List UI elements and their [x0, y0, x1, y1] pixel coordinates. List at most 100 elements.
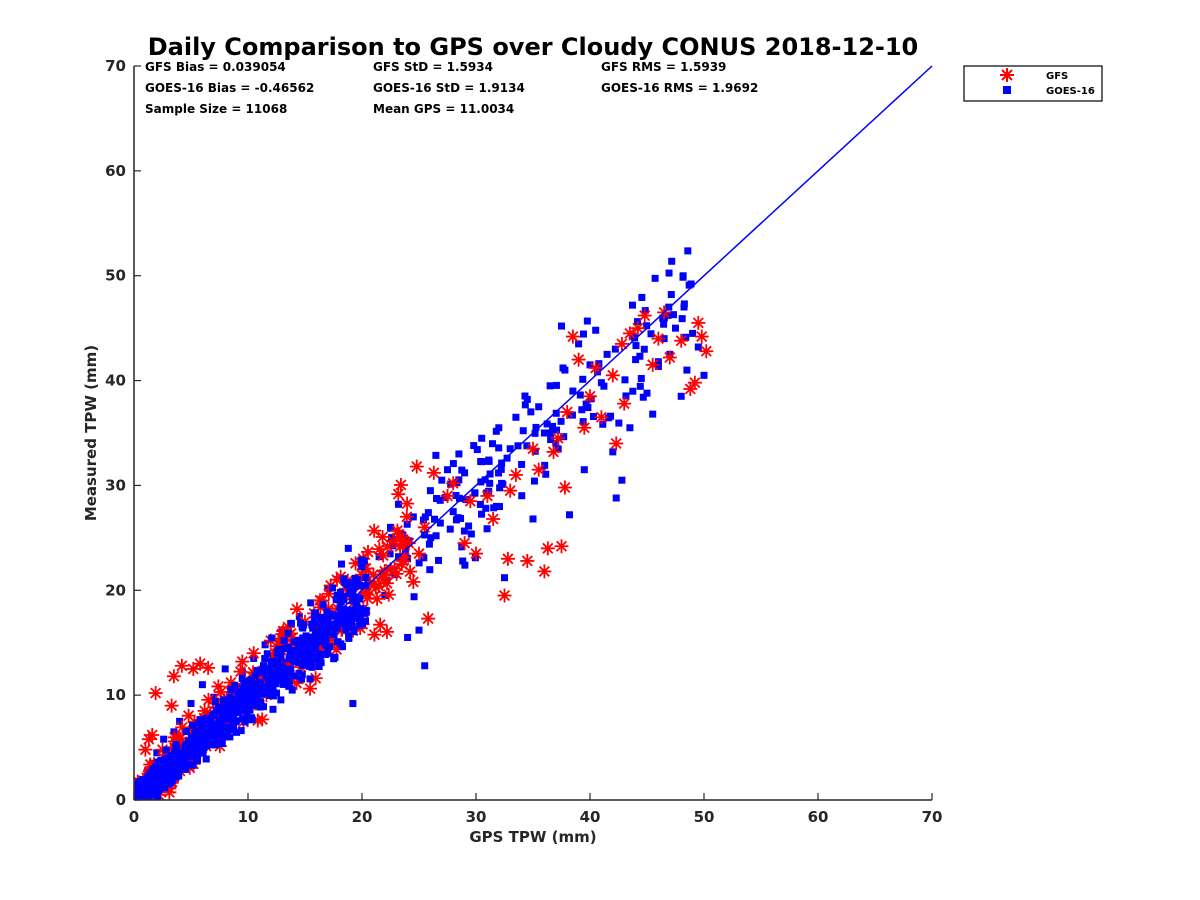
goes16-point: [425, 540, 433, 548]
goes16-point: [231, 682, 239, 690]
goes16-point: [497, 465, 505, 473]
goes16-point: [478, 434, 486, 442]
goes16-point: [172, 751, 180, 759]
goes16-point: [600, 382, 608, 390]
goes16-point: [684, 247, 692, 255]
goes16-point: [274, 657, 282, 665]
goes16-point: [318, 629, 326, 637]
goes16-point: [506, 445, 514, 453]
goes16-point: [196, 741, 204, 749]
goes16-point: [268, 634, 276, 642]
goes16-point: [272, 680, 280, 688]
goes16-point: [471, 489, 479, 497]
goes16-point: [287, 666, 295, 674]
goes16-point: [421, 531, 429, 539]
goes16-point: [284, 629, 292, 637]
goes16-point: [341, 579, 349, 587]
goes16-point: [194, 719, 202, 727]
goes16-point: [542, 470, 550, 478]
goes16-point: [272, 689, 280, 697]
goes16-point: [482, 504, 490, 512]
goes16-point: [587, 395, 595, 403]
gfs-point: [412, 546, 426, 561]
goes16-point: [427, 534, 435, 542]
goes16-point: [462, 496, 470, 504]
goes16-point: [319, 623, 327, 631]
goes16-point: [279, 680, 287, 688]
legend: GFS GOES-16: [963, 65, 1103, 102]
goes16-point: [240, 705, 248, 713]
goes16-point: [247, 697, 255, 705]
goes16-point: [410, 593, 418, 601]
goes16-point: [250, 680, 258, 688]
goes16-point: [421, 662, 429, 670]
goes16-point: [683, 366, 691, 374]
gfs-point: [174, 658, 189, 673]
goes16-point: [311, 645, 319, 653]
goes16-point: [465, 522, 473, 530]
gfs-point: [540, 541, 555, 556]
goes16-point: [483, 525, 491, 533]
goes16-point: [529, 515, 537, 523]
gfs-point: [617, 396, 632, 411]
gfs-point: [577, 420, 592, 435]
goes16-point: [579, 375, 587, 383]
legend-box: [963, 65, 1103, 102]
goes16-point: [211, 698, 219, 706]
goes16-point: [694, 343, 702, 351]
goes16-point: [362, 606, 370, 614]
goes16-point: [287, 619, 295, 627]
goes16-point: [349, 584, 357, 592]
goes16-point: [316, 617, 324, 625]
goes16-point: [594, 368, 602, 376]
goes16-point: [667, 291, 675, 299]
gfs-point: [662, 350, 677, 365]
gfs-point: [390, 523, 405, 538]
goes16-point: [435, 556, 443, 564]
goes16-point: [210, 693, 218, 701]
goes16-point: [345, 623, 353, 631]
goes16-point: [449, 508, 457, 516]
goes16-point: [558, 322, 565, 330]
gfs-point: [687, 375, 702, 390]
gfs-point: [399, 509, 414, 524]
goes16-point: [323, 643, 331, 651]
goes16-point: [495, 503, 503, 511]
goes16-point: [654, 362, 662, 370]
goes16-point: [547, 429, 555, 437]
goes16-point: [148, 790, 156, 798]
gfs-point: [360, 591, 375, 606]
goes16-point: [162, 762, 170, 770]
goes16-point: [649, 410, 657, 418]
goes16-point: [192, 727, 200, 735]
gfs-point: [683, 381, 698, 396]
goes16-point: [281, 669, 289, 677]
x-tick-label: 40: [580, 808, 601, 826]
goes16-point: [436, 519, 444, 527]
goes16-point: [226, 733, 234, 741]
goes16-point: [176, 717, 184, 725]
goes16-point: [632, 342, 640, 350]
goes16-point: [357, 556, 365, 564]
goes16-point: [300, 621, 308, 629]
goes16-point: [554, 445, 562, 453]
goes16-point: [243, 687, 251, 695]
goes16-point: [158, 762, 166, 770]
goes16-point: [344, 544, 352, 552]
goes16-point: [162, 746, 170, 754]
goes16-point: [307, 599, 315, 607]
gfs-point: [145, 727, 160, 742]
gfs-point: [565, 329, 580, 344]
goes16-point: [212, 706, 220, 714]
goes16-point: [136, 782, 144, 790]
goes16-point: [336, 588, 344, 596]
gfs-point: [400, 496, 415, 511]
goes16-point: [609, 448, 617, 456]
goes16-point: [579, 418, 587, 426]
goes16-point: [552, 409, 560, 417]
gfs-point: [246, 646, 261, 661]
goes16-point: [636, 382, 644, 390]
goes16-point: [599, 420, 607, 428]
goes16-point: [306, 675, 314, 683]
goes16-point: [541, 461, 549, 469]
